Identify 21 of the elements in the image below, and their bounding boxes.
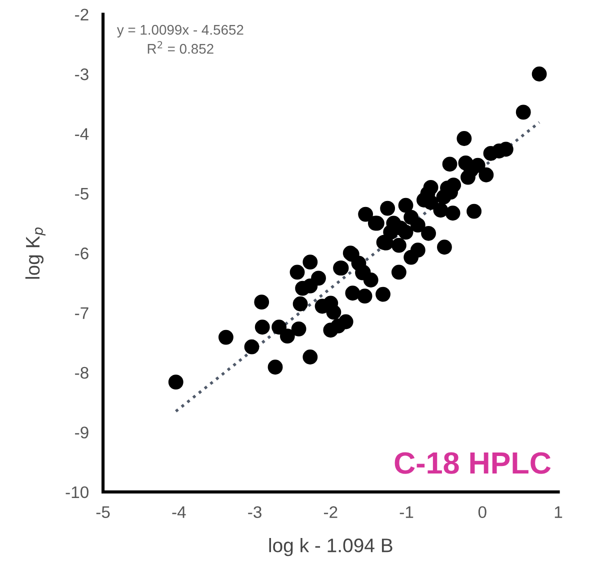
y-tick-label: -7 bbox=[75, 307, 88, 319]
y-tick-label: -3 bbox=[75, 68, 88, 80]
x-tick-label: -4 bbox=[172, 506, 186, 518]
x-tick-label: -2 bbox=[324, 506, 338, 518]
y-tick-label: -5 bbox=[75, 188, 88, 200]
y-tick-label: -10 bbox=[66, 486, 88, 498]
x-tick-label: 1 bbox=[554, 506, 562, 518]
annotation: y = 1.0099x - 4.5652 bbox=[116, 24, 244, 38]
x-tick-label: -5 bbox=[96, 506, 110, 518]
y-tick-label: -8 bbox=[75, 366, 88, 379]
x-tick-label: -3 bbox=[248, 506, 262, 518]
y-tick-label: -9 bbox=[75, 426, 88, 438]
annotation: R$^{2}$ = 0.852 bbox=[148, 41, 214, 54]
y-tick-label: -4 bbox=[75, 128, 89, 140]
x-tick-label: -1 bbox=[400, 506, 414, 518]
x-axis-title: log k - 1.094 B bbox=[269, 538, 392, 556]
x-tick-label: 0 bbox=[478, 506, 486, 518]
annotation: C-18 HPLC bbox=[394, 452, 551, 474]
y-tick-label: -6 bbox=[75, 248, 88, 260]
y-axis-title: log K$_{p}$ bbox=[25, 228, 46, 279]
y-tick-label: -2 bbox=[75, 8, 88, 20]
